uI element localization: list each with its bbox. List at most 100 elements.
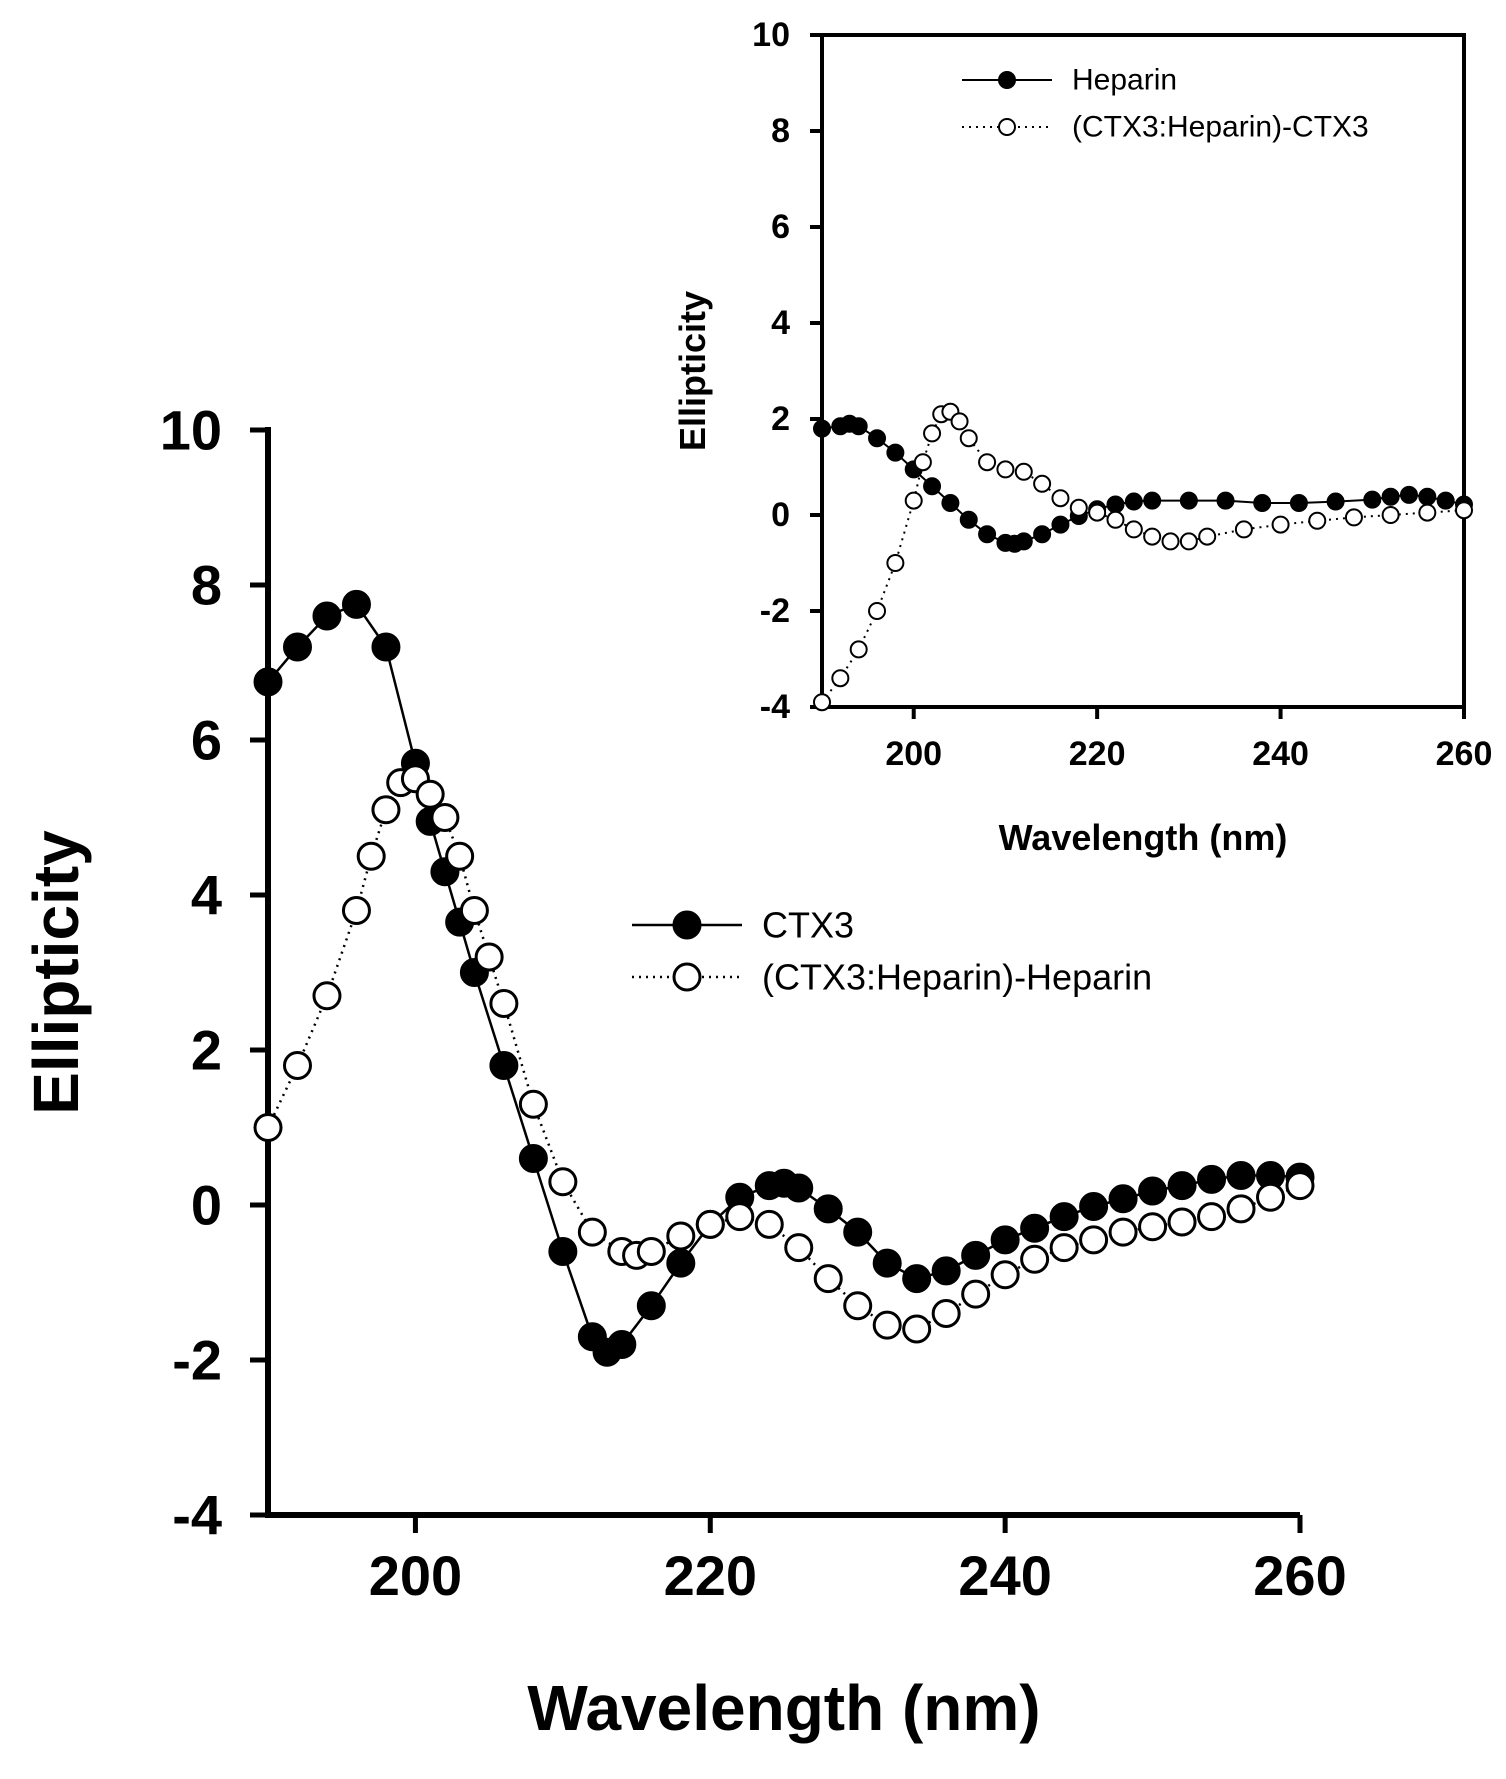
inset-chart: -4 -2 0 2 4 6 8 10 200 220 240 260 Wavelength (nm) El… <box>672 16 1492 858</box>
inset-data-point <box>1455 501 1473 520</box>
main-data-point <box>459 896 489 925</box>
main-x-tick-label: 220 <box>664 1544 757 1607</box>
main-data-point <box>1079 1225 1109 1255</box>
main-data-point <box>1226 1161 1256 1191</box>
inset-data-point <box>1161 532 1180 551</box>
main-data-point <box>931 1256 961 1286</box>
main-data-point <box>312 981 342 1011</box>
main-data-point <box>1226 1194 1256 1224</box>
main-x-tick-label: 260 <box>1253 1544 1346 1607</box>
main-y-tick-label: 6 <box>191 709 222 772</box>
inset-x-axis-title: Wavelength (nm) <box>999 817 1288 858</box>
main-data-point <box>1197 1164 1227 1194</box>
main-data-point <box>1285 1171 1315 1201</box>
main-data-point <box>872 1248 902 1278</box>
main-data-point <box>843 1217 873 1247</box>
main-data-point <box>961 1279 991 1309</box>
inset-data-point <box>1069 498 1088 517</box>
main-data-point <box>607 1330 637 1359</box>
main-legend-label: CTX3 <box>762 905 854 946</box>
main-y-tick-label: 0 <box>191 1174 222 1237</box>
main-y-axis-title: Ellipticity <box>20 830 92 1115</box>
main-data-point <box>1138 1176 1168 1206</box>
inset-data-point <box>1344 508 1363 527</box>
inset-data-point <box>959 510 978 529</box>
inset-data-point <box>923 477 942 496</box>
inset-data-point <box>1418 503 1437 522</box>
inset-data-point <box>1326 492 1345 511</box>
main-y-tick-label: -2 <box>172 1329 222 1392</box>
main-data-point <box>1138 1212 1168 1242</box>
inset-data-point <box>1143 491 1162 510</box>
main-data-point <box>784 1233 814 1263</box>
inset-data-point <box>1216 491 1235 510</box>
main-data-point <box>282 1051 312 1080</box>
inset-data-point <box>849 640 868 659</box>
inset-legend-label: (CTX3:Heparin)-CTX3 <box>1072 111 1369 144</box>
main-data-point <box>843 1291 873 1321</box>
inset-x-tick-label: 240 <box>1252 735 1309 773</box>
inset-x-tick-label: 200 <box>885 735 942 773</box>
inset-data-point <box>959 429 978 448</box>
inset-data-point <box>978 453 997 472</box>
inset-data-point <box>1399 485 1418 504</box>
inset-data-point <box>1106 510 1125 529</box>
main-data-point <box>518 1089 548 1119</box>
inset-series-1 <box>813 402 1473 712</box>
inset-data-point <box>868 429 887 448</box>
main-data-point <box>754 1209 784 1239</box>
inset-data-point <box>913 453 932 472</box>
main-x-axis-title: Wavelength (nm) <box>527 1672 1040 1744</box>
inset-y-tick-label: 8 <box>771 112 790 150</box>
main-legend-marker <box>672 962 702 992</box>
inset-series-0 <box>813 414 1473 553</box>
main-chart: -4 -2 0 2 4 6 8 10 200 220 240 260 Wavelength (nm) El… <box>20 399 1347 1745</box>
main-data-point <box>1049 1202 1079 1232</box>
main-x-tick-label: 200 <box>369 1544 462 1607</box>
inset-data-point <box>1418 487 1437 506</box>
inset-data-point <box>1124 492 1143 511</box>
inset-plot-frame <box>820 33 1466 709</box>
inset-data-point <box>1179 532 1198 551</box>
main-data-point <box>430 803 460 832</box>
inset-data-point <box>886 443 905 462</box>
inset-legend-marker <box>998 118 1016 136</box>
main-data-point <box>282 632 312 662</box>
inset-legend-label: Heparin <box>1072 64 1177 97</box>
main-data-point <box>1020 1244 1050 1274</box>
main-data-point <box>931 1299 961 1328</box>
inset-data-point <box>1143 527 1162 546</box>
inset-y-tick-label: 6 <box>771 208 790 246</box>
main-data-point <box>371 632 401 662</box>
inset-x-tick-label: 260 <box>1436 735 1493 773</box>
main-data-point <box>1256 1182 1286 1212</box>
main-series-line <box>267 602 1301 1354</box>
main-data-point <box>341 896 371 925</box>
inset-y-tick-label: -2 <box>760 592 790 630</box>
main-y-tick-label: -4 <box>172 1484 222 1547</box>
main-data-point <box>548 1167 578 1197</box>
main-data-point <box>990 1225 1020 1255</box>
main-data-point <box>415 779 445 809</box>
main-legend-label: (CTX3:Heparin)-Heparin <box>762 957 1152 998</box>
inset-data-point <box>950 412 969 431</box>
main-data-point <box>474 942 504 972</box>
main-data-point <box>990 1260 1020 1290</box>
main-data-point <box>666 1221 696 1251</box>
inset-data-point <box>904 491 923 510</box>
main-data-point <box>341 589 371 619</box>
inset-data-point <box>813 693 831 712</box>
inset-x-tick-label: 220 <box>1069 735 1126 773</box>
inset-y-tick-label: 0 <box>771 496 790 534</box>
inset-data-point <box>941 494 960 512</box>
inset-data-point <box>1253 494 1272 512</box>
main-y-tick-label: 4 <box>191 864 222 927</box>
inset-data-point <box>1088 503 1107 522</box>
inset-data-point <box>996 460 1015 479</box>
main-data-point <box>253 1113 283 1142</box>
main-data-point <box>548 1237 578 1266</box>
main-data-point <box>1049 1233 1079 1263</box>
main-data-point <box>725 1202 755 1232</box>
main-data-point <box>872 1310 902 1340</box>
inset-y-axis-title: Ellipticity <box>672 291 713 451</box>
